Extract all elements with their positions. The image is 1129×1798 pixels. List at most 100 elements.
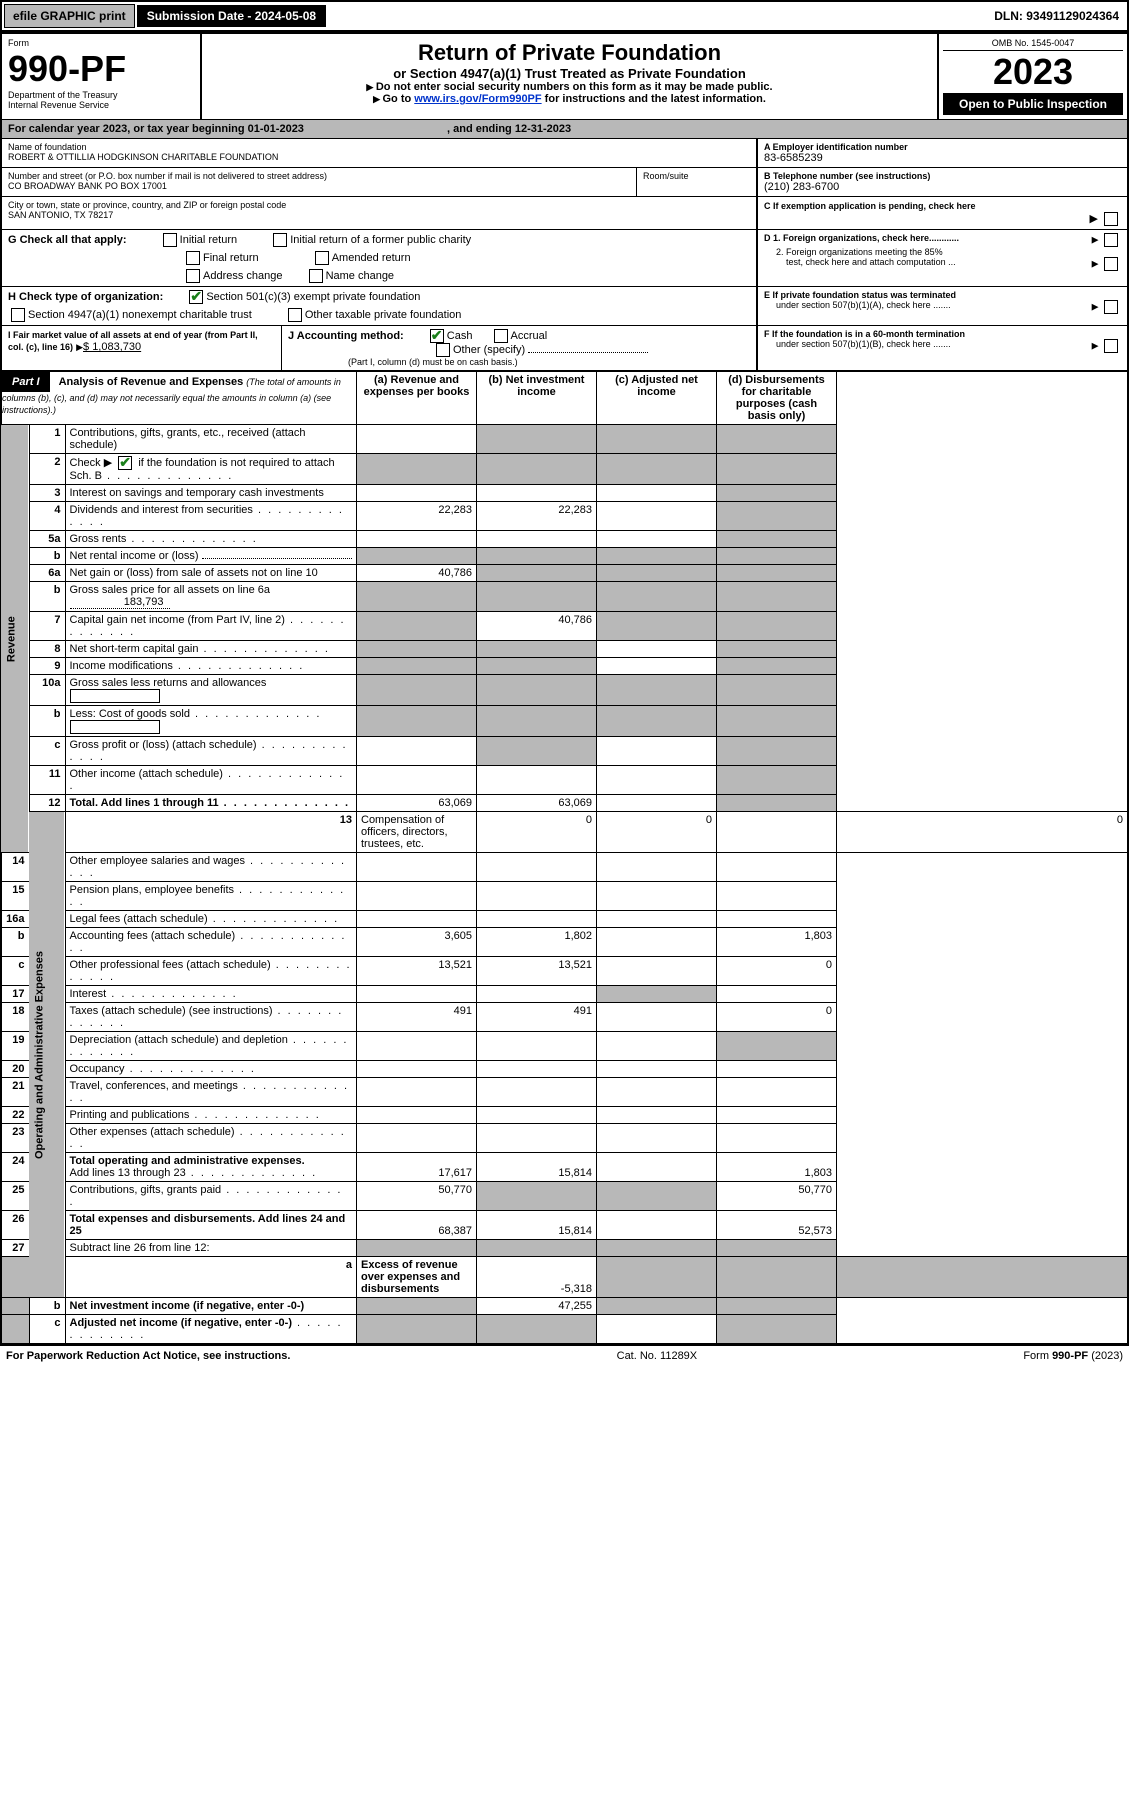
h-4947-checkbox[interactable]	[11, 308, 25, 322]
g-initial-checkbox[interactable]	[163, 233, 177, 247]
val-16cd: 0	[717, 957, 837, 986]
line-3: Interest on savings and temporary cash i…	[65, 485, 357, 502]
line-9: Income modifications	[65, 658, 357, 675]
d2a-label: 2. Foreign organizations meeting the 85%	[776, 247, 943, 257]
h-501c3-checkbox[interactable]	[189, 290, 203, 304]
h-opt2: Section 4947(a)(1) nonexempt charitable …	[28, 309, 252, 321]
g-address-checkbox[interactable]	[186, 269, 200, 283]
line-22: Printing and publications	[65, 1107, 357, 1124]
section-c-checkbox[interactable]	[1104, 212, 1118, 226]
val-13d: 0	[837, 812, 1129, 853]
e1-label: E If private foundation status was termi…	[764, 290, 956, 300]
part1-table: Part I Analysis of Revenue and Expenses …	[0, 370, 1129, 1345]
h-other-checkbox[interactable]	[288, 308, 302, 322]
instr2-post: for instructions and the latest informat…	[542, 93, 766, 105]
section-g: G Check all that apply: Initial return I…	[8, 233, 750, 247]
g-opt4: Amended return	[332, 252, 411, 264]
footer-cat: Cat. No. 11289X	[617, 1350, 698, 1362]
form-label: Form	[8, 38, 194, 48]
j-note: (Part I, column (d) must be on cash basi…	[348, 357, 750, 367]
j-cash: Cash	[447, 330, 473, 342]
val-16bb: 1,802	[477, 928, 597, 957]
val-26d: 52,573	[717, 1211, 837, 1240]
form-header: Form 990-PF Department of the Treasury I…	[0, 32, 1129, 119]
ein-label: A Employer identification number	[764, 142, 1121, 152]
g-final-checkbox[interactable]	[186, 251, 200, 265]
top-bar: efile GRAPHIC print Submission Date - 20…	[0, 0, 1129, 32]
line-17: Interest	[65, 986, 357, 1003]
line-5b: Net rental income or (loss)	[65, 548, 357, 565]
val-16ca: 13,521	[357, 957, 477, 986]
val-13a: 0	[477, 812, 597, 853]
line-21: Travel, conferences, and meetings	[65, 1078, 357, 1107]
col-d-header: (d) Disbursements for charitable purpose…	[717, 371, 837, 425]
line-27: Subtract line 26 from line 12:	[65, 1240, 357, 1257]
instruction-2: Go to www.irs.gov/Form990PF for instruct…	[208, 93, 931, 105]
val-16cb: 13,521	[477, 957, 597, 986]
address-label: Number and street (or P.O. box number if…	[8, 171, 630, 181]
line-10a: Gross sales less returns and allowances	[65, 675, 357, 706]
expenses-side-label: Operating and Administrative Expenses	[29, 812, 65, 1298]
f1-label: F If the foundation is in a 60-month ter…	[764, 329, 965, 339]
irs-link[interactable]: www.irs.gov/Form990PF	[414, 93, 541, 105]
line-6a: Net gain or (loss) from sale of assets n…	[65, 565, 357, 582]
footer-pra: For Paperwork Reduction Act Notice, see …	[6, 1350, 290, 1362]
dept-line-2: Internal Revenue Service	[8, 100, 194, 110]
col-c-header: (c) Adjusted net income	[597, 371, 717, 425]
g-label: G Check all that apply:	[8, 234, 127, 246]
val-18d: 0	[717, 1003, 837, 1032]
line-8: Net short-term capital gain	[65, 641, 357, 658]
omb-number: OMB No. 1545-0047	[943, 38, 1123, 51]
d2-checkbox[interactable]	[1104, 257, 1118, 271]
val-6b-inline: 183,793	[70, 596, 170, 609]
city-label: City or town, state or province, country…	[8, 200, 750, 210]
line-11: Other income (attach schedule)	[65, 766, 357, 795]
line-20: Occupancy	[65, 1061, 357, 1078]
open-to-public: Open to Public Inspection	[943, 93, 1123, 115]
j-other-checkbox[interactable]	[436, 343, 450, 357]
j-accrual-checkbox[interactable]	[494, 329, 508, 343]
part1-title: Analysis of Revenue and Expenses	[59, 376, 244, 388]
line-2: Check ▶ if the foundation is not require…	[65, 454, 357, 485]
f-checkbox[interactable]	[1104, 339, 1118, 353]
line-24: Total operating and administrative expen…	[65, 1153, 357, 1182]
form-subtitle: or Section 4947(a)(1) Trust Treated as P…	[208, 66, 931, 81]
val-27aa: -5,318	[477, 1257, 597, 1298]
line-4: Dividends and interest from securities	[65, 502, 357, 531]
line-16a: Legal fees (attach schedule)	[65, 911, 357, 928]
tax-year: 2023	[943, 51, 1123, 93]
j-cash-checkbox[interactable]	[430, 329, 444, 343]
line-27a: Excess of revenue over expenses and disb…	[357, 1257, 477, 1298]
instruction-1: Do not enter social security numbers on …	[208, 81, 931, 93]
city-c-row: City or town, state or province, country…	[0, 196, 1129, 229]
line-10c: Gross profit or (loss) (attach schedule)	[65, 737, 357, 766]
val-4b: 22,283	[477, 502, 597, 531]
j-label: J Accounting method:	[288, 330, 404, 342]
d1-checkbox[interactable]	[1104, 233, 1118, 247]
form-title: Return of Private Foundation	[208, 40, 931, 66]
line-18: Taxes (attach schedule) (see instruction…	[65, 1003, 357, 1032]
g-name-checkbox[interactable]	[309, 269, 323, 283]
j-other: Other (specify)	[453, 344, 525, 356]
g-opt2: Initial return of a former public charit…	[290, 234, 471, 246]
line-10b: Less: Cost of goods sold	[65, 706, 357, 737]
g-opt6: Name change	[326, 270, 395, 282]
val-16bd: 1,803	[717, 928, 837, 957]
e2-label: under section 507(b)(1)(A), check here .…	[776, 300, 951, 310]
line-27b: Net investment income (if negative, ente…	[65, 1298, 357, 1315]
line-23: Other expenses (attach schedule)	[65, 1124, 357, 1153]
line-1: Contributions, gifts, grants, etc., rece…	[65, 425, 357, 454]
footer-form: Form 990-PF (2023)	[1023, 1350, 1123, 1362]
h-opt3: Other taxable private foundation	[305, 309, 462, 321]
e-checkbox[interactable]	[1104, 300, 1118, 314]
g-amended-checkbox[interactable]	[315, 251, 329, 265]
j-accrual: Accrual	[511, 330, 548, 342]
address-phone-row: Number and street (or P.O. box number if…	[0, 167, 1129, 196]
val-24d: 1,803	[717, 1153, 837, 1182]
i-value: $ 1,083,730	[83, 341, 141, 353]
g-initial-former-checkbox[interactable]	[273, 233, 287, 247]
efile-print-button[interactable]: efile GRAPHIC print	[4, 4, 135, 28]
schb-checkbox[interactable]	[118, 456, 132, 470]
g-opt1: Initial return	[180, 234, 237, 246]
val-12a: 63,069	[357, 795, 477, 812]
